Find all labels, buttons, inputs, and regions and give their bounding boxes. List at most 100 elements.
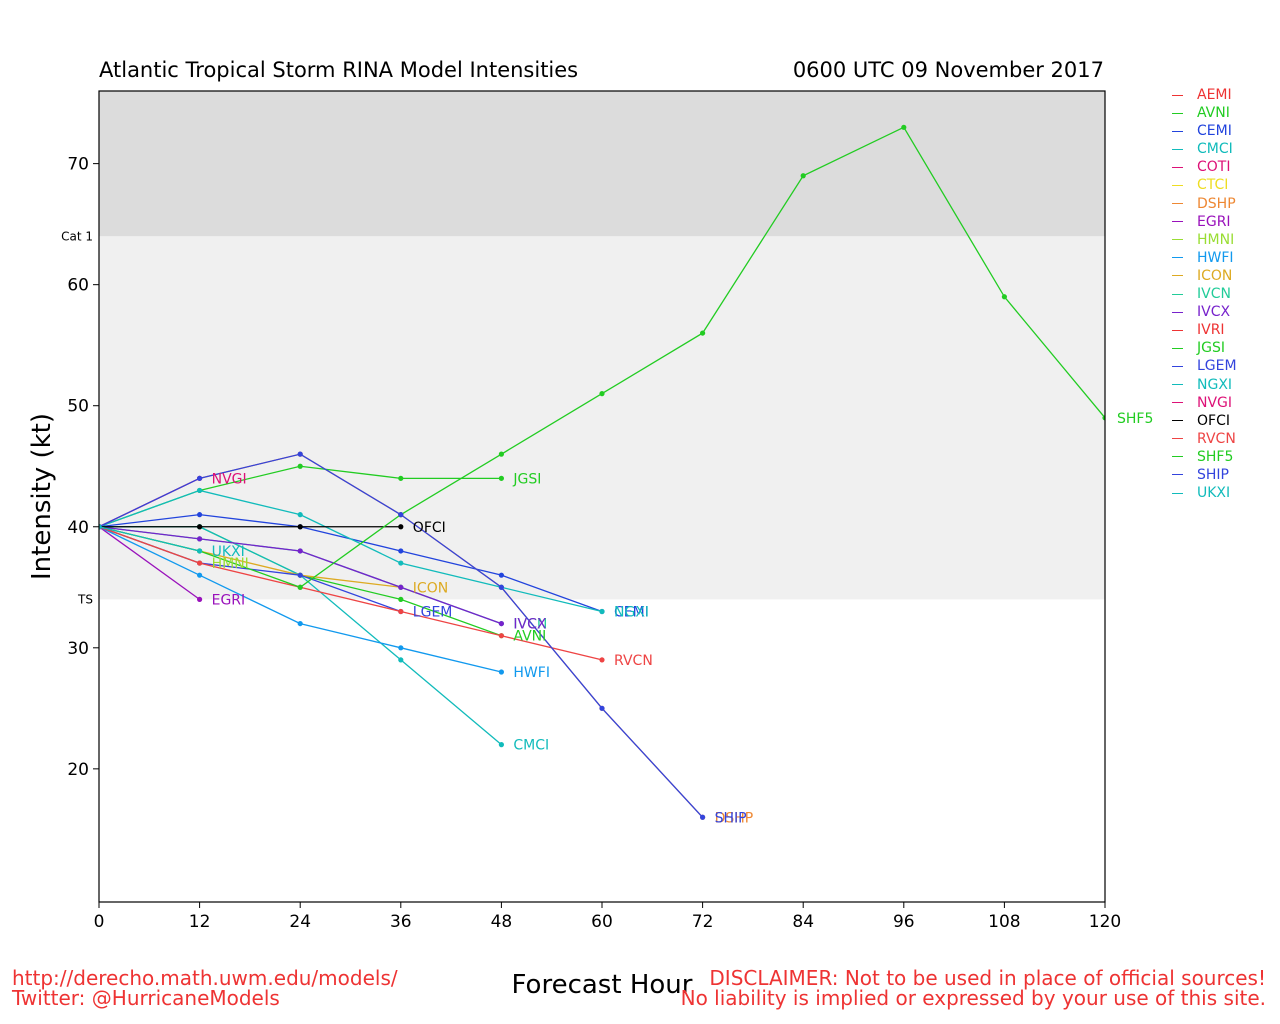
series-end-label-ivcx: IVCX: [513, 617, 546, 633]
legend: AEMI AVNI CEMI CMCI COTI CTCI DSHP EGRI HMNI HWFI…: [1172, 86, 1237, 502]
series-point-shf5: [599, 391, 605, 397]
chart-timestamp: 0600 UTC 09 November 2017: [792, 58, 1104, 82]
x-tick-label: 24: [289, 912, 311, 932]
series-point-ship: [700, 814, 706, 820]
series-line-ukxi: [99, 526, 200, 552]
series-point-ship: [498, 584, 504, 590]
legend-item-ctci: CTCI: [1172, 176, 1237, 194]
legend-item-ivcn: IVCN: [1172, 285, 1237, 303]
legend-swatch: [1172, 203, 1183, 205]
series-end-label-ofci: OFCI: [413, 520, 446, 536]
legend-label: LGEM: [1197, 358, 1237, 375]
y-tick-label: 70: [67, 155, 89, 175]
x-tick-label: 96: [893, 912, 915, 932]
legend-item-ngxi: NGXI: [1172, 376, 1237, 394]
series-point-ngxi: [398, 560, 404, 566]
legend-swatch: [1172, 275, 1183, 277]
legend-swatch: [1172, 221, 1183, 223]
legend-swatch: [1172, 130, 1183, 132]
series-point-ship: [197, 475, 203, 481]
legend-item-cemi: CEMI: [1172, 122, 1237, 140]
series-point-rvcn: [599, 657, 605, 663]
series-point-shf5: [498, 451, 504, 457]
series-end-label-hmni: HMNI: [212, 556, 249, 572]
legend-item-ukxi: UKXI: [1172, 484, 1237, 502]
legend-item-nvgi: NVGI: [1172, 394, 1237, 412]
legend-swatch: [1172, 293, 1183, 295]
legend-label: HMNI: [1197, 231, 1235, 248]
chart-title: Atlantic Tropical Storm RINA Model Inten…: [99, 58, 579, 82]
series-point-egri: [197, 596, 203, 602]
legend-label: DSHP: [1197, 195, 1236, 212]
legend-label: EGRI: [1197, 213, 1231, 230]
legend-item-hwfi: HWFI: [1172, 249, 1237, 267]
series-end-label-lgem: LGEM: [413, 604, 453, 620]
series-end-label-rvcn: RVCN: [614, 653, 653, 669]
legend-swatch: [1172, 311, 1183, 313]
legend-item-avni: AVNI: [1172, 104, 1237, 122]
series-end-label-avni: AVNI: [513, 629, 546, 645]
series-end-label-icon: ICON: [413, 580, 448, 596]
x-tick-label: 0: [94, 912, 105, 932]
intensity-band-1: [99, 236, 1105, 600]
legend-swatch: [1172, 420, 1183, 422]
legend-swatch: [1172, 474, 1183, 476]
series-point-ofci: [197, 524, 203, 530]
legend-item-egri: EGRI: [1172, 213, 1237, 231]
series-end-label-cmci: CMCI: [513, 738, 549, 754]
legend-swatch: [1172, 112, 1183, 114]
legend-swatch: [1172, 329, 1183, 331]
x-tick-label: 72: [692, 912, 714, 932]
series-point-shf5: [700, 330, 706, 336]
x-tick-label: 120: [1089, 912, 1121, 932]
legend-item-ship: SHIP: [1172, 466, 1237, 484]
source-url-link[interactable]: http://derecho.math.uwm.edu/models/: [12, 966, 398, 990]
x-tick-label: 108: [988, 912, 1020, 932]
series-end-label-ukxi: UKXI: [212, 544, 245, 560]
legend-label: AVNI: [1197, 105, 1230, 122]
series-end-label-ngxi: NGXI: [614, 604, 649, 620]
y-axis-label: Intensity (kt): [27, 413, 57, 580]
legend-label: ICON: [1197, 267, 1233, 284]
intensity-band-0: [99, 599, 1105, 902]
series-point-shf5: [1102, 415, 1105, 421]
legend-item-cmci: CMCI: [1172, 140, 1237, 158]
legend-label: IVCN: [1197, 286, 1231, 303]
x-axis-label: Forecast Hour: [511, 970, 693, 1000]
legend-item-hmni: HMNI: [1172, 231, 1237, 249]
legend-item-coti: COTI: [1172, 158, 1237, 176]
series-point-jgsi: [498, 475, 504, 481]
legend-swatch: [1172, 347, 1183, 349]
x-tick-label: 12: [189, 912, 211, 932]
series-end-label-shf5: SHF5: [1117, 411, 1153, 427]
legend-swatch: [1172, 402, 1183, 404]
legend-label: HWFI: [1197, 249, 1234, 266]
legend-label: COTI: [1197, 159, 1231, 176]
series-point-rvcn: [197, 560, 203, 566]
legend-item-icon: ICON: [1172, 267, 1237, 285]
series-point-ship: [297, 451, 303, 457]
series-point-jgsi: [398, 475, 404, 481]
legend-swatch: [1172, 257, 1183, 259]
legend-label: CTCI: [1197, 177, 1229, 194]
legend-label: AEMI: [1197, 87, 1232, 103]
disclaimer: DISCLAIMER: Not to be used in place of o…: [681, 968, 1266, 1008]
x-tick-label: 60: [591, 912, 613, 932]
legend-item-lgem: LGEM: [1172, 357, 1237, 375]
series-point-shf5: [800, 173, 806, 179]
series-point-ukxi: [99, 524, 102, 530]
y-tick-label: 20: [67, 760, 89, 780]
legend-item-ofci: OFCI: [1172, 412, 1237, 430]
legend-label: IVRI: [1197, 322, 1225, 339]
series-point-cmci: [398, 657, 404, 663]
series-point-rvcn: [398, 608, 404, 615]
legend-item-ivri: IVRI: [1172, 321, 1237, 339]
legend-label: NGXI: [1197, 376, 1233, 393]
series-line-ngxi: [99, 489, 603, 613]
y-tick-label: 50: [67, 397, 89, 417]
series-end-label-ship: SHIP: [715, 810, 747, 826]
legend-label: IVCX: [1197, 304, 1231, 321]
series-point-ofci: [398, 524, 404, 530]
legend-label: SHIP: [1197, 466, 1229, 483]
